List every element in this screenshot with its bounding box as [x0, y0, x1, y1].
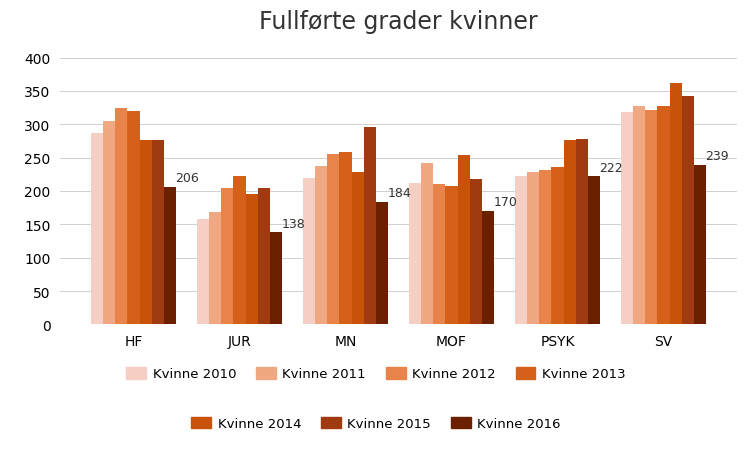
Bar [458, 156, 470, 325]
Bar [682, 97, 694, 325]
Text: 206: 206 [175, 172, 199, 185]
Bar [470, 179, 482, 325]
Bar [433, 185, 445, 325]
Bar [246, 194, 258, 325]
Text: 170: 170 [493, 196, 517, 209]
Title: Fullførte grader kvinner: Fullførte grader kvinner [259, 9, 538, 33]
Bar [315, 166, 327, 325]
Bar [645, 110, 657, 325]
Bar [633, 106, 645, 325]
Bar [152, 141, 164, 325]
Bar [669, 84, 682, 325]
Bar [164, 188, 176, 325]
Bar [339, 153, 352, 325]
Legend: Kvinne 2014, Kvinne 2015, Kvinne 2016: Kvinne 2014, Kvinne 2015, Kvinne 2016 [186, 411, 566, 435]
Bar [621, 113, 633, 325]
Bar [527, 173, 539, 325]
Bar [103, 122, 115, 325]
Bar [233, 177, 246, 325]
Bar [421, 164, 433, 325]
Text: 184: 184 [387, 187, 411, 199]
Bar [551, 168, 564, 325]
Bar [482, 212, 494, 325]
Bar [128, 112, 140, 325]
Bar [140, 141, 152, 325]
Bar [576, 140, 588, 325]
Text: 239: 239 [705, 150, 729, 163]
Bar [515, 177, 527, 325]
Bar [564, 141, 576, 325]
Bar [588, 177, 600, 325]
Bar [376, 202, 388, 325]
Bar [657, 106, 669, 325]
Bar [209, 213, 221, 325]
Bar [270, 233, 282, 325]
Bar [445, 186, 458, 325]
Text: 222: 222 [599, 161, 623, 174]
Bar [197, 220, 209, 325]
Bar [352, 173, 364, 325]
Bar [258, 189, 270, 325]
Bar [221, 188, 233, 325]
Bar [91, 133, 103, 325]
Bar [303, 178, 315, 325]
Legend: Kvinne 2010, Kvinne 2011, Kvinne 2012, Kvinne 2013: Kvinne 2010, Kvinne 2011, Kvinne 2012, K… [121, 362, 631, 386]
Bar [539, 170, 551, 325]
Bar [327, 154, 339, 325]
Bar [115, 108, 128, 325]
Text: 138: 138 [281, 217, 305, 230]
Bar [409, 184, 421, 325]
Bar [364, 128, 376, 325]
Bar [694, 166, 706, 325]
